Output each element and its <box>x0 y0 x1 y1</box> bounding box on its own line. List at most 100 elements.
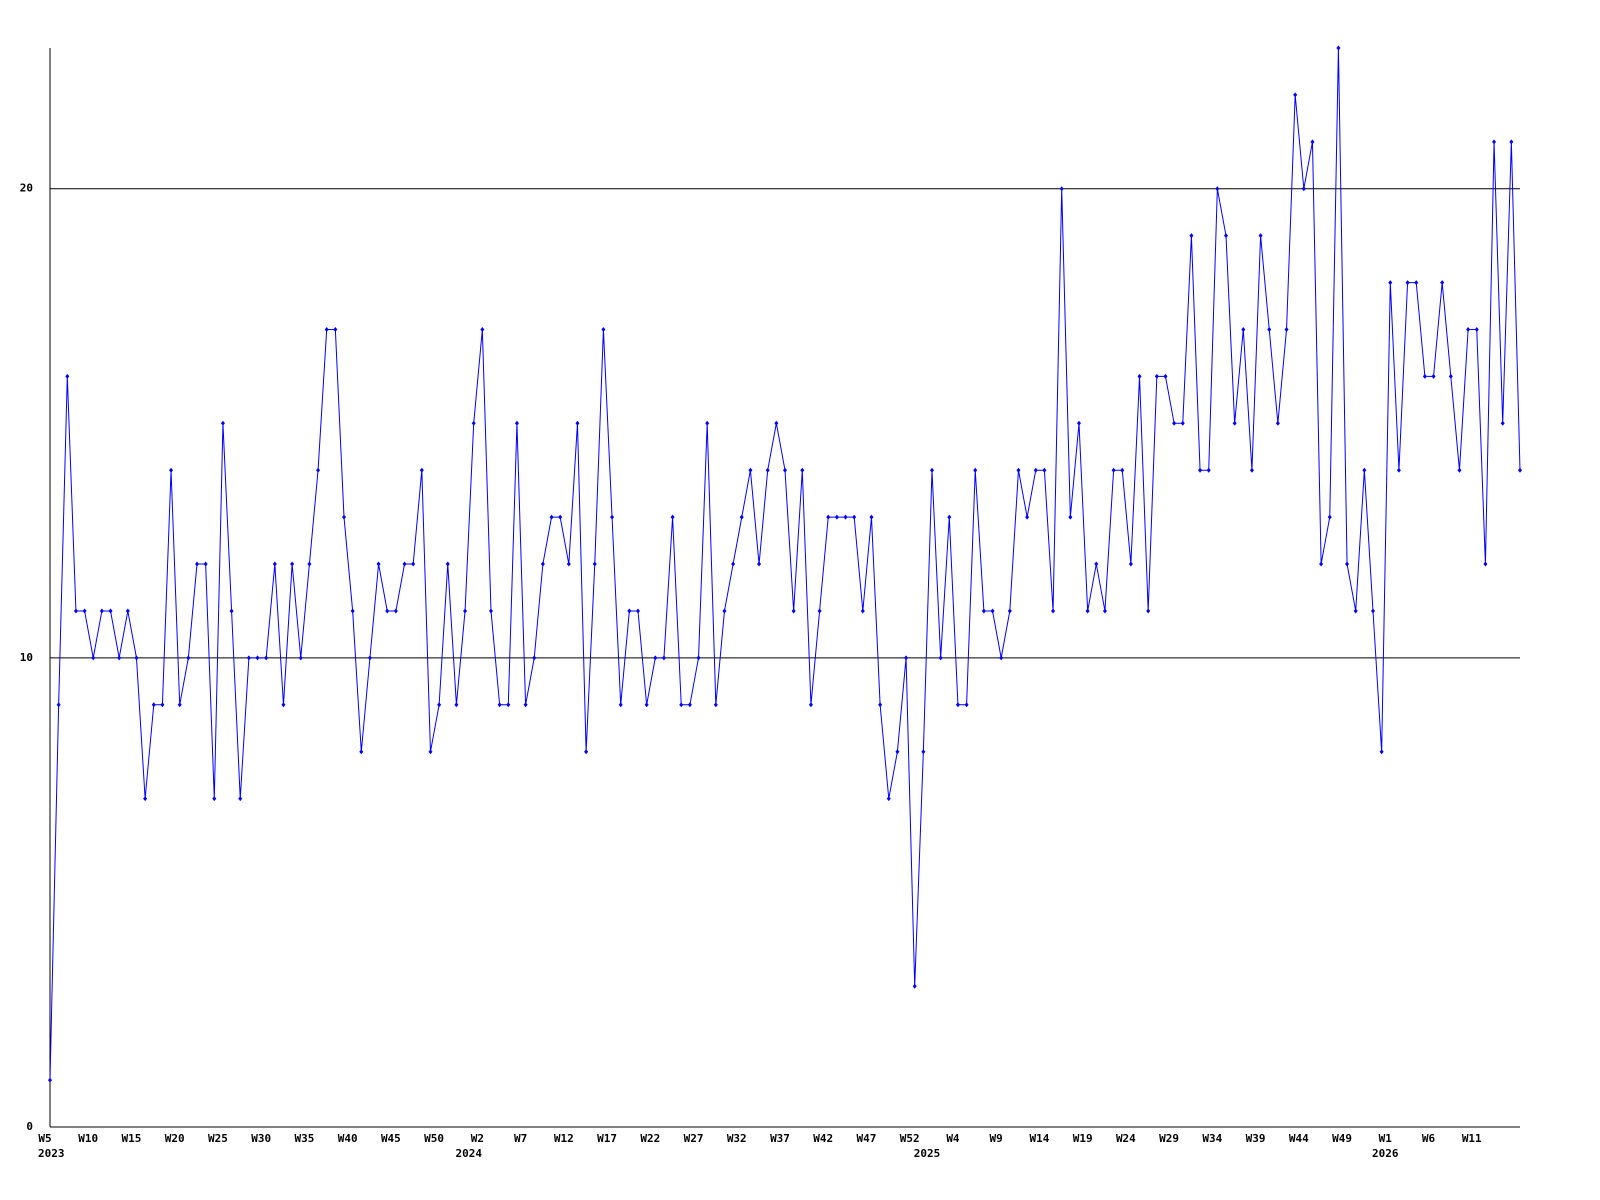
data-point <box>454 702 459 708</box>
data-point <box>1474 326 1479 332</box>
data-point <box>471 420 476 426</box>
data-point <box>1128 561 1133 567</box>
data-point <box>489 608 493 614</box>
data-point <box>272 561 277 567</box>
x-tick-label: W17 <box>597 1132 617 1145</box>
data-point <box>1215 186 1220 192</box>
data-point <box>955 702 960 708</box>
data-point <box>151 702 156 708</box>
data-point <box>506 702 511 708</box>
x-tick-label: W7 <box>514 1132 527 1145</box>
data-point <box>1431 373 1436 379</box>
data-point <box>411 561 416 567</box>
data-point <box>696 655 701 661</box>
data-point <box>376 561 381 567</box>
x-tick-label: W19 <box>1073 1132 1093 1145</box>
data-point <box>497 702 502 708</box>
data-point <box>886 796 891 802</box>
data-point <box>584 749 589 755</box>
data-point <box>990 608 995 614</box>
data-point <box>644 702 649 708</box>
data-point <box>817 608 822 614</box>
data-point <box>540 561 545 567</box>
data-point <box>912 983 917 989</box>
x-tick-label: W44 <box>1289 1132 1309 1145</box>
data-point <box>402 561 407 567</box>
data-point <box>238 796 243 802</box>
data-point <box>419 467 424 473</box>
data-point <box>212 796 217 802</box>
data-point <box>1457 467 1462 473</box>
data-point <box>921 749 926 755</box>
data-point <box>1310 139 1315 145</box>
data-point <box>134 655 139 661</box>
data-point <box>592 561 597 567</box>
data-point <box>1362 467 1367 473</box>
data-point <box>1094 561 1099 567</box>
data-point <box>48 1077 52 1083</box>
data-line <box>49 47 1521 1081</box>
data-point <box>1249 467 1254 473</box>
data-point <box>1405 280 1410 286</box>
data-point <box>930 467 934 473</box>
data-point <box>1414 280 1419 286</box>
x-tick-label: W50 <box>424 1132 444 1145</box>
x-tick-label: W40 <box>338 1132 358 1145</box>
data-point <box>281 702 286 708</box>
x-tick-label: W52 <box>900 1132 920 1145</box>
data-point <box>800 467 805 473</box>
data-point <box>1483 561 1488 567</box>
data-point <box>229 608 234 614</box>
data-point <box>307 561 312 567</box>
data-point <box>1051 608 1056 614</box>
data-point <box>290 561 295 567</box>
data-point <box>1042 467 1047 473</box>
x-tick-label: W15 <box>122 1132 142 1145</box>
data-point <box>1120 467 1125 473</box>
data-point <box>739 514 744 520</box>
data-point <box>203 561 208 567</box>
data-point <box>1319 561 1324 567</box>
data-point <box>1518 467 1522 473</box>
x-year-label: 2023 <box>38 1147 65 1160</box>
x-tick-label: W39 <box>1246 1132 1266 1145</box>
data-point <box>757 561 762 567</box>
x-tick-label: W9 <box>990 1132 1003 1145</box>
data-point <box>342 514 346 520</box>
data-point <box>1163 373 1168 379</box>
data-point <box>843 514 848 520</box>
data-point <box>1059 186 1064 192</box>
data-point <box>177 702 182 708</box>
data-point <box>385 608 390 614</box>
data-point <box>999 655 1004 661</box>
data-point <box>393 608 398 614</box>
data-point <box>895 749 900 755</box>
data-point <box>73 608 78 614</box>
data-point <box>143 796 148 802</box>
data-point <box>255 655 260 661</box>
x-tick-label: W34 <box>1202 1132 1222 1145</box>
data-point <box>1440 280 1445 286</box>
x-tick-label: W2 <box>471 1132 484 1145</box>
data-point <box>1206 467 1211 473</box>
data-point <box>1492 139 1497 145</box>
y-tick-label: 0 <box>26 1120 33 1133</box>
data-point <box>195 561 199 567</box>
data-point <box>1111 467 1116 473</box>
data-point <box>549 514 554 520</box>
data-point <box>981 608 986 614</box>
x-tick-label: W30 <box>251 1132 271 1145</box>
data-point <box>783 467 787 473</box>
data-point <box>82 608 87 614</box>
data-point <box>1077 420 1081 426</box>
data-point <box>350 608 355 614</box>
x-tick-label: W4 <box>946 1132 960 1145</box>
x-tick-label: W42 <box>813 1132 833 1145</box>
y-tick-label: 20 <box>20 182 33 195</box>
data-point <box>1500 420 1505 426</box>
data-point <box>1224 233 1228 239</box>
data-point <box>437 702 442 708</box>
data-point <box>601 326 606 332</box>
x-tick-label: W45 <box>381 1132 401 1145</box>
